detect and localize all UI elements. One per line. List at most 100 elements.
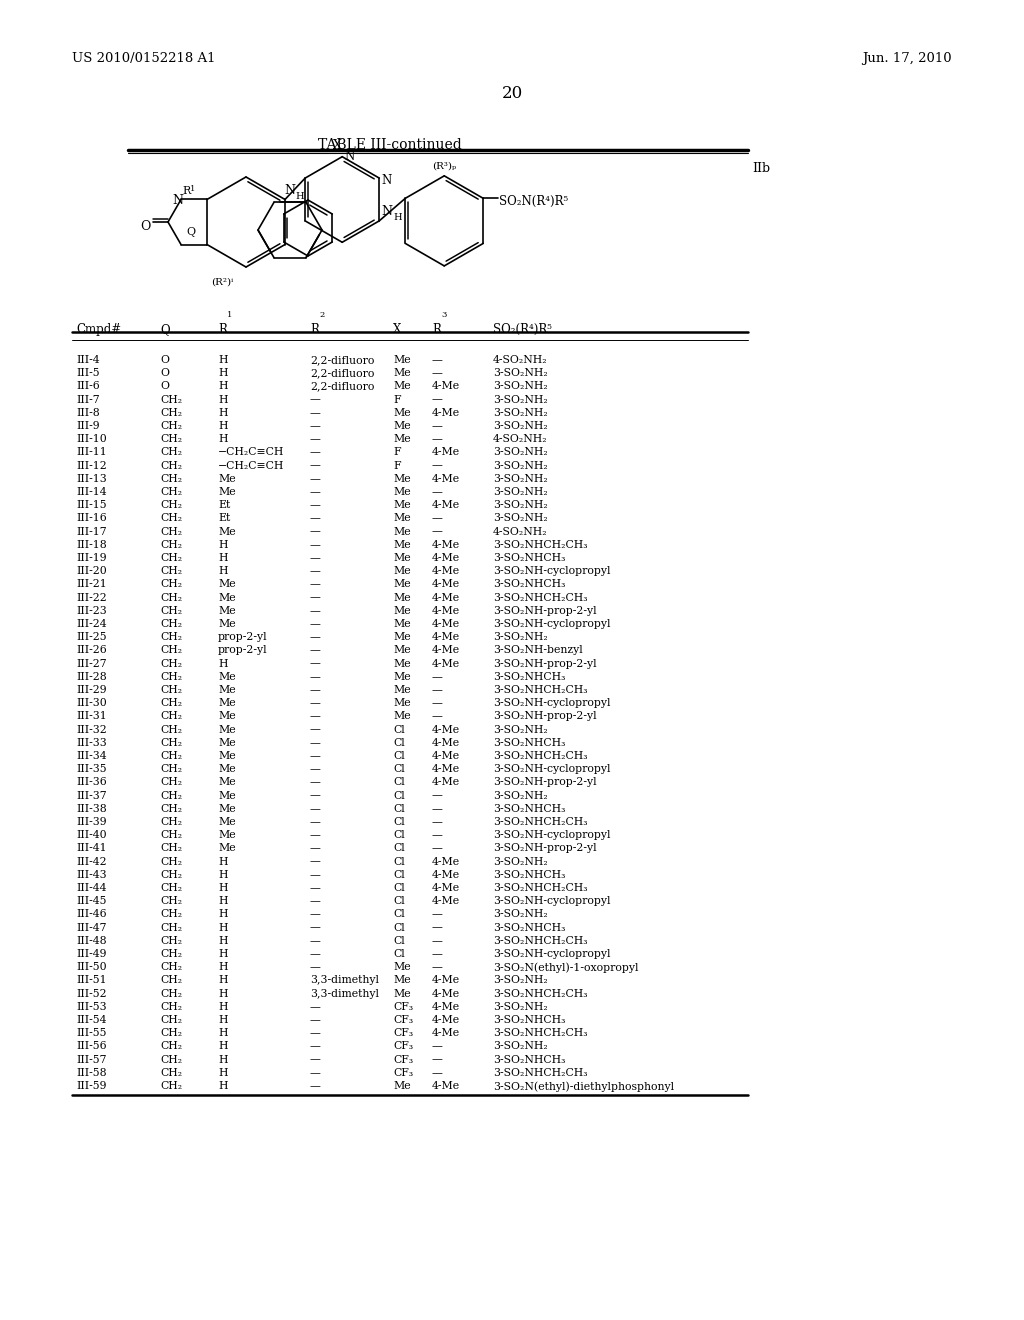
Text: CF₃: CF₃: [393, 1068, 413, 1078]
Text: (R²)ⁱ: (R²)ⁱ: [211, 277, 233, 286]
Text: H: H: [218, 659, 227, 669]
Text: US 2010/0152218 A1: US 2010/0152218 A1: [72, 51, 215, 65]
Text: CH₂: CH₂: [160, 579, 182, 590]
Text: 4-Me: 4-Me: [432, 738, 460, 748]
Text: III-8: III-8: [76, 408, 99, 418]
Text: Et: Et: [218, 513, 230, 524]
Text: —: —: [310, 685, 321, 696]
Text: SO₂(R⁴)R⁵: SO₂(R⁴)R⁵: [493, 323, 552, 337]
Text: 3-SO₂NH-cyclopropyl: 3-SO₂NH-cyclopropyl: [493, 619, 610, 630]
Text: —: —: [310, 447, 321, 458]
Text: O: O: [160, 368, 169, 379]
Text: 3-SO₂NHCH₃: 3-SO₂NHCH₃: [493, 1015, 565, 1026]
Text: 3-SO₂NHCH₃: 3-SO₂NHCH₃: [493, 672, 565, 682]
Text: R: R: [218, 323, 227, 337]
Text: Cl: Cl: [393, 738, 404, 748]
Text: 3-SO₂NHCH₃: 3-SO₂NHCH₃: [493, 553, 565, 564]
Text: H: H: [218, 1068, 227, 1078]
Text: III-34: III-34: [76, 751, 106, 762]
Text: Cl: Cl: [393, 870, 404, 880]
Text: Me: Me: [393, 434, 411, 445]
Text: CH₂: CH₂: [160, 989, 182, 999]
Text: CH₂: CH₂: [160, 738, 182, 748]
Text: Me: Me: [218, 817, 236, 828]
Text: 4-Me: 4-Me: [432, 777, 460, 788]
Text: H: H: [218, 1081, 227, 1092]
Text: Cl: Cl: [393, 909, 404, 920]
Text: —: —: [310, 962, 321, 973]
Text: CH₂: CH₂: [160, 540, 182, 550]
Text: III-59: III-59: [76, 1081, 106, 1092]
Text: CH₂: CH₂: [160, 962, 182, 973]
Text: 3-SO₂NH-cyclopropyl: 3-SO₂NH-cyclopropyl: [493, 698, 610, 709]
Text: CH₂: CH₂: [160, 645, 182, 656]
Text: CH₂: CH₂: [160, 553, 182, 564]
Text: Me: Me: [218, 764, 236, 775]
Text: (R³)ₚ: (R³)ₚ: [432, 162, 457, 170]
Text: 4-Me: 4-Me: [432, 474, 460, 484]
Text: 3-SO₂NH₂: 3-SO₂NH₂: [493, 487, 548, 498]
Text: Me: Me: [393, 408, 411, 418]
Text: 4-Me: 4-Me: [432, 566, 460, 577]
Text: CH₂: CH₂: [160, 698, 182, 709]
Text: Me: Me: [218, 619, 236, 630]
Text: —: —: [310, 843, 321, 854]
Text: X: X: [333, 139, 342, 152]
Text: —: —: [432, 685, 442, 696]
Text: III-28: III-28: [76, 672, 106, 682]
Text: H: H: [218, 553, 227, 564]
Text: 3-SO₂NH-cyclopropyl: 3-SO₂NH-cyclopropyl: [493, 566, 610, 577]
Text: 4-Me: 4-Me: [432, 593, 460, 603]
Text: CH₂: CH₂: [160, 606, 182, 616]
Text: 4-Me: 4-Me: [432, 606, 460, 616]
Text: —: —: [432, 395, 442, 405]
Text: —: —: [310, 698, 321, 709]
Text: H: H: [218, 408, 227, 418]
Text: CH₂: CH₂: [160, 975, 182, 986]
Text: CH₂: CH₂: [160, 1015, 182, 1026]
Text: 4-Me: 4-Me: [432, 553, 460, 564]
Text: Me: Me: [218, 843, 236, 854]
Text: 4-Me: 4-Me: [432, 632, 460, 643]
Text: III-50: III-50: [76, 962, 106, 973]
Text: CH₂: CH₂: [160, 461, 182, 471]
Text: —: —: [432, 817, 442, 828]
Text: 3-SO₂NH₂: 3-SO₂NH₂: [493, 408, 548, 418]
Text: O: O: [160, 381, 169, 392]
Text: Me: Me: [393, 989, 411, 999]
Text: 3-SO₂NHCH₃: 3-SO₂NHCH₃: [493, 804, 565, 814]
Text: 3-SO₂NHCH₂CH₃: 3-SO₂NHCH₂CH₃: [493, 1028, 588, 1039]
Text: CH₂: CH₂: [160, 434, 182, 445]
Text: —: —: [310, 764, 321, 775]
Text: Me: Me: [393, 421, 411, 432]
Text: 3-SO₂NHCH₂CH₃: 3-SO₂NHCH₂CH₃: [493, 883, 588, 894]
Text: III-35: III-35: [76, 764, 106, 775]
Text: CH₂: CH₂: [160, 1041, 182, 1052]
Text: CH₂: CH₂: [160, 566, 182, 577]
Text: 3-SO₂NHCH₂CH₃: 3-SO₂NHCH₂CH₃: [493, 540, 588, 550]
Text: CH₂: CH₂: [160, 949, 182, 960]
Text: —: —: [432, 909, 442, 920]
Text: Et: Et: [218, 500, 230, 511]
Text: CH₂: CH₂: [160, 1081, 182, 1092]
Text: 3-SO₂NH₂: 3-SO₂NH₂: [493, 1002, 548, 1012]
Text: Me: Me: [393, 566, 411, 577]
Text: CH₂: CH₂: [160, 1055, 182, 1065]
Text: Me: Me: [218, 711, 236, 722]
Text: —: —: [432, 949, 442, 960]
Text: —: —: [432, 804, 442, 814]
Text: —: —: [310, 791, 321, 801]
Text: Me: Me: [393, 368, 411, 379]
Text: CH₂: CH₂: [160, 764, 182, 775]
Text: Me: Me: [218, 672, 236, 682]
Text: Me: Me: [393, 500, 411, 511]
Text: III-20: III-20: [76, 566, 106, 577]
Text: Me: Me: [393, 540, 411, 550]
Text: III-30: III-30: [76, 698, 106, 709]
Text: Me: Me: [218, 791, 236, 801]
Text: X: X: [393, 323, 401, 337]
Text: 4-Me: 4-Me: [432, 896, 460, 907]
Text: CH₂: CH₂: [160, 857, 182, 867]
Text: III-32: III-32: [76, 725, 106, 735]
Text: 3-SO₂NH₂: 3-SO₂NH₂: [493, 461, 548, 471]
